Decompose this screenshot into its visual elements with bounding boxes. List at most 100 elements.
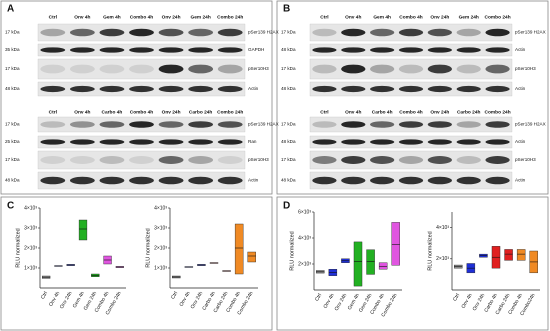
protein-label: GAPDH	[248, 47, 264, 52]
blot-band	[398, 156, 424, 164]
lane-label: Combo 24h	[217, 14, 243, 20]
kda-label: 48 kDa	[5, 178, 20, 183]
blot-band	[370, 47, 395, 53]
panel-letter: D	[283, 201, 290, 212]
blot-band	[485, 85, 510, 93]
lane-label: Combo 24h	[217, 109, 243, 115]
blot-band	[370, 139, 395, 145]
protein-label: Actin	[248, 86, 259, 91]
blot-band	[398, 139, 424, 145]
blot-band	[40, 64, 66, 74]
blot-band	[370, 156, 395, 164]
blot-band	[217, 139, 243, 145]
blot-band	[158, 121, 184, 128]
y-tick-label: 4×10³	[154, 205, 167, 211]
box	[504, 249, 513, 261]
kda-label: 48 kDa	[281, 139, 296, 144]
blot-band	[427, 156, 452, 164]
box	[366, 249, 375, 275]
blot-band	[341, 28, 366, 37]
blot-band	[456, 28, 481, 37]
blot-band	[398, 85, 424, 93]
blot-band	[129, 156, 154, 164]
blot-band	[456, 64, 481, 74]
blot-band	[485, 64, 510, 74]
blot-band	[312, 176, 337, 185]
blot-band	[69, 156, 95, 164]
lane-label: Gem 4h	[103, 14, 121, 20]
blot-band	[427, 47, 452, 53]
box	[247, 251, 256, 263]
blot-band	[158, 176, 184, 185]
blot-band	[188, 47, 214, 53]
protein-label: Ran	[248, 139, 257, 144]
blot-band	[99, 139, 125, 145]
blot-band	[129, 64, 154, 74]
blot-band	[398, 176, 424, 185]
panel-d-frame	[276, 196, 549, 331]
blot-band	[312, 28, 337, 37]
blot-band	[40, 28, 66, 37]
kda-label: 48 kDa	[281, 178, 296, 183]
y-axis-label: RLU normalized	[15, 228, 21, 267]
blot-strip	[309, 58, 513, 80]
blot-band	[188, 85, 214, 93]
y-tick-label: 2×10³	[298, 261, 311, 267]
blot-band	[129, 139, 154, 145]
panel-letter: B	[283, 4, 290, 15]
blot-band	[188, 64, 214, 74]
y-tick-label: 1×10³	[154, 265, 167, 271]
blot-band	[129, 28, 154, 37]
blot-band	[370, 64, 395, 74]
blot-band	[341, 64, 366, 74]
lane-label: Onv 4h	[74, 109, 90, 115]
kda-label: 17 kDa	[281, 157, 296, 162]
blot-band	[99, 85, 125, 93]
kda-label: 17 kDa	[5, 66, 20, 71]
lane-label: Onv 4h	[74, 14, 90, 20]
blot-band	[217, 156, 243, 164]
box	[78, 219, 88, 241]
blot-band	[188, 139, 214, 145]
lane-label: Gem 4h	[373, 14, 391, 20]
blot-band	[312, 64, 337, 74]
blot-band	[370, 85, 395, 93]
blot-band	[341, 85, 366, 93]
lane-label: Onv 4h	[345, 14, 361, 20]
blot-band	[485, 156, 510, 164]
panel-c-frame	[0, 196, 273, 331]
kda-label: 48 kDa	[281, 47, 296, 52]
blot-band	[40, 139, 66, 145]
blot-band	[40, 85, 66, 93]
kda-label: 17 kDa	[5, 122, 20, 127]
lane-label: Carbo 24h	[457, 109, 481, 115]
y-tick-label: 6×10³	[298, 209, 311, 215]
blot-band	[99, 156, 125, 164]
blot-band	[69, 28, 95, 37]
blot-band	[40, 47, 66, 53]
box	[234, 223, 244, 275]
kda-label: 17 kDa	[5, 157, 20, 162]
blot-band	[427, 121, 452, 128]
blot-band	[427, 64, 452, 74]
blot-band	[188, 176, 214, 185]
protein-label: pSer139 H2AX	[515, 30, 546, 35]
blot-band	[398, 121, 424, 128]
blot-band	[398, 28, 424, 37]
blot-band	[69, 64, 95, 74]
blot-band	[69, 139, 95, 145]
blot-band	[129, 121, 154, 128]
blot-band	[40, 121, 66, 128]
blot-band	[456, 176, 481, 185]
lane-label: Onv 24h	[162, 14, 181, 20]
box	[353, 241, 363, 287]
blot-band	[69, 121, 95, 128]
lane-label: Carbo 24h	[189, 109, 213, 115]
protein-label: Actin	[515, 139, 526, 144]
blot-band	[370, 121, 395, 128]
lane-label: Onv 24h	[430, 109, 449, 115]
blot-band	[99, 121, 125, 128]
blot-band	[129, 176, 154, 185]
kda-label: 17 kDa	[281, 66, 296, 71]
blot-band	[370, 176, 395, 185]
